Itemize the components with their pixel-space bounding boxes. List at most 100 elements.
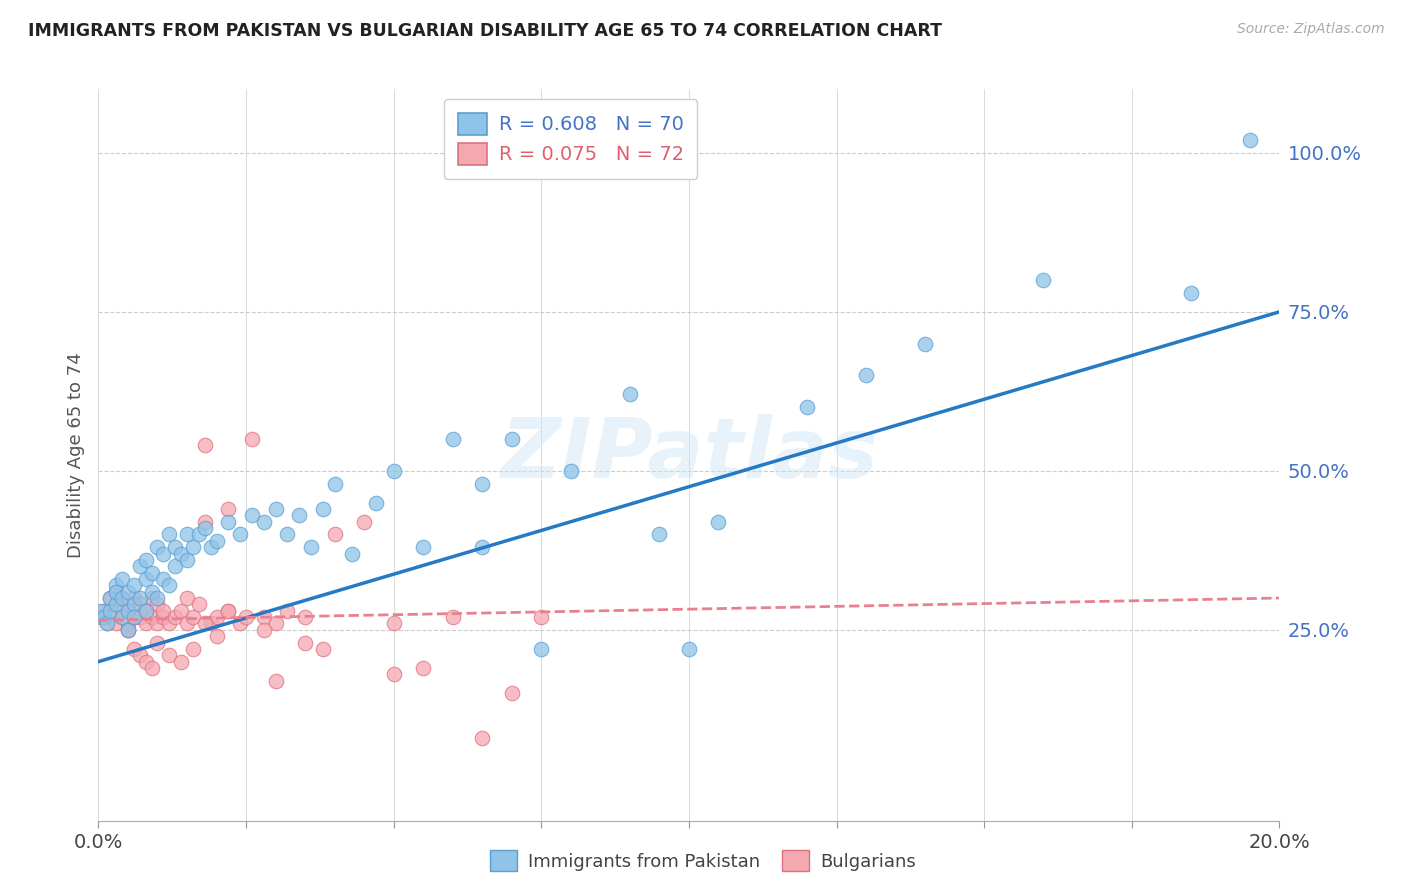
Point bbox=[382, 667, 405, 681]
Text: IMMIGRANTS FROM PAKISTAN VS BULGARIAN DISABILITY AGE 65 TO 74 CORRELATION CHART: IMMIGRANTS FROM PAKISTAN VS BULGARIAN DI… bbox=[28, 22, 942, 40]
Point bbox=[914, 336, 936, 351]
Point bbox=[157, 648, 180, 663]
Point bbox=[205, 629, 228, 643]
Point bbox=[117, 584, 139, 599]
Point bbox=[181, 641, 204, 656]
Point bbox=[264, 502, 287, 516]
Point bbox=[98, 591, 121, 605]
Point bbox=[194, 616, 217, 631]
Point bbox=[122, 641, 145, 656]
Point bbox=[117, 623, 139, 637]
Point bbox=[648, 527, 671, 541]
Point bbox=[441, 432, 464, 446]
Point bbox=[117, 623, 139, 637]
Point bbox=[141, 591, 163, 605]
Point bbox=[1239, 133, 1261, 147]
Point bbox=[165, 610, 187, 624]
Point bbox=[152, 610, 174, 624]
Point bbox=[299, 540, 322, 554]
Point bbox=[117, 623, 139, 637]
Point bbox=[128, 598, 150, 612]
Point bbox=[205, 610, 228, 624]
Point bbox=[117, 616, 139, 631]
Point bbox=[96, 616, 118, 631]
Point bbox=[128, 591, 150, 605]
Point bbox=[1180, 285, 1202, 300]
Point bbox=[194, 438, 217, 452]
Point bbox=[229, 616, 252, 631]
Point bbox=[501, 432, 523, 446]
Point bbox=[141, 566, 163, 580]
Point bbox=[105, 584, 128, 599]
Point bbox=[501, 686, 523, 700]
Text: ZIPatlas: ZIPatlas bbox=[501, 415, 877, 495]
Point bbox=[93, 610, 115, 624]
Point bbox=[176, 553, 198, 567]
Point bbox=[141, 610, 163, 624]
Point bbox=[312, 641, 335, 656]
Point bbox=[141, 584, 163, 599]
Point bbox=[122, 578, 145, 592]
Point bbox=[152, 547, 174, 561]
Point bbox=[217, 604, 239, 618]
Point bbox=[194, 521, 217, 535]
Point bbox=[111, 591, 134, 605]
Point bbox=[276, 527, 298, 541]
Point bbox=[170, 604, 193, 618]
Point bbox=[382, 616, 405, 631]
Point bbox=[157, 527, 180, 541]
Point bbox=[98, 591, 121, 605]
Point bbox=[146, 616, 169, 631]
Point bbox=[135, 604, 157, 618]
Point bbox=[135, 572, 157, 586]
Point bbox=[157, 578, 180, 592]
Point bbox=[855, 368, 877, 383]
Point bbox=[96, 616, 118, 631]
Point bbox=[276, 604, 298, 618]
Point bbox=[1032, 273, 1054, 287]
Point bbox=[264, 616, 287, 631]
Point bbox=[90, 604, 112, 618]
Point bbox=[128, 559, 150, 574]
Point bbox=[146, 635, 169, 649]
Point bbox=[157, 616, 180, 631]
Point bbox=[152, 572, 174, 586]
Point bbox=[117, 598, 139, 612]
Point bbox=[200, 540, 222, 554]
Point bbox=[176, 616, 198, 631]
Point bbox=[240, 508, 263, 523]
Point bbox=[412, 540, 434, 554]
Point bbox=[471, 540, 494, 554]
Point bbox=[253, 610, 276, 624]
Point bbox=[170, 547, 193, 561]
Point bbox=[135, 604, 157, 618]
Y-axis label: Disability Age 65 to 74: Disability Age 65 to 74 bbox=[66, 352, 84, 558]
Point bbox=[105, 598, 128, 612]
Point bbox=[240, 432, 263, 446]
Point bbox=[796, 401, 818, 415]
Point bbox=[176, 527, 198, 541]
Point bbox=[217, 604, 239, 618]
Point bbox=[323, 476, 346, 491]
Point bbox=[176, 591, 198, 605]
Point bbox=[353, 515, 375, 529]
Point bbox=[111, 572, 134, 586]
Text: Source: ZipAtlas.com: Source: ZipAtlas.com bbox=[1237, 22, 1385, 37]
Point bbox=[471, 476, 494, 491]
Point bbox=[135, 655, 157, 669]
Point bbox=[135, 616, 157, 631]
Point bbox=[323, 527, 346, 541]
Point bbox=[530, 610, 553, 624]
Point bbox=[294, 635, 316, 649]
Point bbox=[105, 616, 128, 631]
Point bbox=[98, 604, 121, 618]
Point bbox=[105, 598, 128, 612]
Point bbox=[364, 495, 387, 509]
Point bbox=[441, 610, 464, 624]
Point bbox=[122, 598, 145, 612]
Point bbox=[152, 604, 174, 618]
Point bbox=[412, 661, 434, 675]
Point bbox=[471, 731, 494, 745]
Point bbox=[288, 508, 311, 523]
Point bbox=[678, 641, 700, 656]
